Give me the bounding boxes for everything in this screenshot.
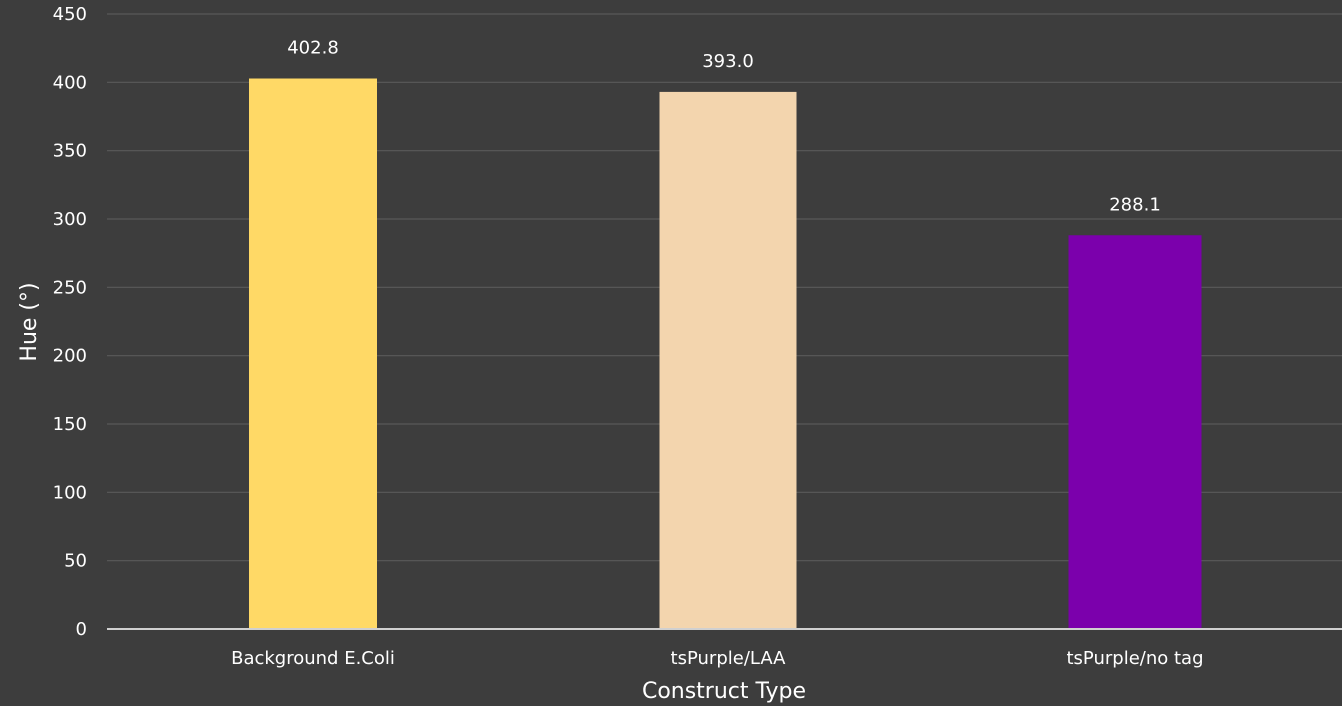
y-tick-label: 250 [53, 277, 87, 298]
y-axis-tick-labels: 0 50 100 150 200 250 300 350 400 450 [53, 4, 87, 640]
bar [659, 91, 797, 629]
x-axis-category-labels: Background E.Coli tsPurple/LAA tsPurple/no… [231, 648, 1203, 669]
y-tick-label: 350 [53, 141, 87, 162]
category-label: Background E.Coli [231, 648, 395, 669]
y-tick-label: 200 [53, 346, 87, 367]
y-tick-label: 0 [76, 619, 87, 640]
y-tick-label: 150 [53, 414, 87, 435]
bar [1068, 235, 1202, 629]
y-tick-label: 400 [53, 72, 87, 93]
data-label: 402.8 [287, 38, 339, 59]
bar [249, 78, 377, 630]
data-label: 393.0 [702, 51, 754, 72]
y-axis-title: Hue (°) [17, 282, 42, 361]
bars [249, 78, 1202, 630]
y-tick-label: 450 [53, 4, 87, 25]
category-label: tsPurple/LAA [671, 648, 787, 669]
x-axis-title: Construct Type [642, 679, 806, 704]
y-tick-label: 300 [53, 209, 87, 230]
data-labels: 402.8 393.0 288.1 [287, 38, 1161, 216]
y-tick-label: 50 [64, 551, 87, 572]
y-tick-label: 100 [53, 482, 87, 503]
category-label: tsPurple/no tag [1066, 648, 1203, 669]
data-label: 288.1 [1109, 194, 1161, 215]
